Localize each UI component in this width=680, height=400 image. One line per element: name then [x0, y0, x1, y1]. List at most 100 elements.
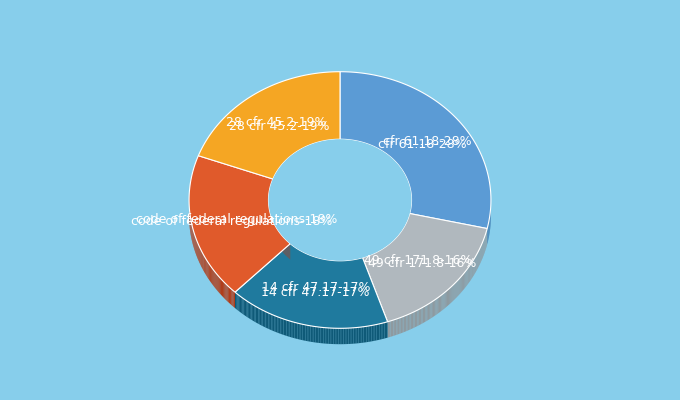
PathPatch shape [291, 322, 293, 338]
PathPatch shape [411, 313, 412, 329]
PathPatch shape [416, 310, 418, 327]
PathPatch shape [204, 256, 205, 273]
PathPatch shape [474, 258, 475, 276]
PathPatch shape [246, 300, 248, 317]
PathPatch shape [339, 261, 340, 277]
PathPatch shape [261, 310, 262, 326]
PathPatch shape [322, 327, 324, 344]
PathPatch shape [269, 313, 270, 330]
PathPatch shape [267, 312, 269, 329]
PathPatch shape [389, 321, 390, 337]
PathPatch shape [429, 303, 430, 320]
PathPatch shape [335, 261, 336, 276]
PathPatch shape [325, 260, 326, 276]
PathPatch shape [324, 259, 325, 275]
PathPatch shape [371, 325, 373, 341]
PathPatch shape [243, 299, 245, 316]
PathPatch shape [203, 255, 204, 272]
PathPatch shape [254, 306, 256, 322]
PathPatch shape [327, 260, 328, 276]
PathPatch shape [459, 278, 460, 294]
PathPatch shape [212, 268, 213, 285]
PathPatch shape [365, 326, 367, 342]
PathPatch shape [370, 326, 371, 342]
PathPatch shape [462, 274, 463, 291]
PathPatch shape [309, 326, 311, 342]
PathPatch shape [423, 307, 424, 323]
PathPatch shape [277, 317, 279, 333]
Text: 14 cfr 47.17-17%: 14 cfr 47.17-17% [262, 281, 371, 294]
Text: cfr 61.18-28%: cfr 61.18-28% [378, 138, 467, 150]
PathPatch shape [346, 260, 347, 276]
Text: 49 cfr 171.8-16%: 49 cfr 171.8-16% [364, 254, 473, 267]
PathPatch shape [392, 320, 394, 336]
PathPatch shape [321, 258, 322, 274]
PathPatch shape [293, 322, 294, 338]
PathPatch shape [456, 281, 458, 298]
PathPatch shape [403, 316, 405, 332]
PathPatch shape [214, 270, 215, 288]
PathPatch shape [350, 328, 352, 344]
PathPatch shape [206, 259, 207, 276]
PathPatch shape [359, 258, 360, 274]
PathPatch shape [253, 305, 254, 322]
PathPatch shape [375, 324, 377, 341]
PathPatch shape [352, 260, 353, 276]
PathPatch shape [394, 320, 395, 336]
PathPatch shape [379, 324, 381, 340]
PathPatch shape [447, 290, 448, 306]
PathPatch shape [205, 257, 206, 274]
PathPatch shape [304, 324, 305, 341]
Text: code of federal regulations-18%: code of federal regulations-18% [136, 214, 338, 226]
PathPatch shape [440, 295, 441, 312]
PathPatch shape [363, 326, 365, 343]
PathPatch shape [257, 307, 258, 324]
PathPatch shape [349, 328, 350, 344]
PathPatch shape [381, 323, 383, 339]
PathPatch shape [312, 326, 313, 342]
PathPatch shape [284, 319, 285, 335]
PathPatch shape [301, 324, 303, 340]
PathPatch shape [339, 328, 340, 344]
PathPatch shape [334, 260, 335, 276]
Text: code of federal regulations-18%: code of federal regulations-18% [131, 214, 333, 228]
PathPatch shape [350, 260, 351, 276]
PathPatch shape [412, 312, 413, 329]
PathPatch shape [241, 297, 242, 314]
PathPatch shape [288, 320, 290, 337]
PathPatch shape [219, 276, 220, 294]
PathPatch shape [208, 263, 209, 280]
PathPatch shape [446, 290, 447, 308]
PathPatch shape [369, 326, 370, 342]
PathPatch shape [234, 291, 235, 308]
PathPatch shape [311, 256, 313, 272]
PathPatch shape [395, 319, 396, 335]
PathPatch shape [449, 288, 450, 304]
PathPatch shape [330, 260, 331, 276]
PathPatch shape [466, 269, 467, 286]
PathPatch shape [319, 327, 320, 343]
PathPatch shape [298, 323, 299, 340]
PathPatch shape [425, 305, 426, 322]
PathPatch shape [308, 254, 309, 271]
PathPatch shape [366, 256, 367, 272]
PathPatch shape [306, 254, 307, 270]
PathPatch shape [318, 258, 319, 274]
PathPatch shape [420, 308, 422, 325]
PathPatch shape [413, 312, 415, 328]
PathPatch shape [469, 266, 470, 282]
PathPatch shape [461, 276, 462, 292]
PathPatch shape [354, 328, 355, 344]
PathPatch shape [398, 318, 399, 334]
PathPatch shape [388, 321, 389, 338]
PathPatch shape [418, 310, 419, 326]
PathPatch shape [450, 287, 452, 304]
PathPatch shape [317, 327, 319, 343]
PathPatch shape [228, 286, 229, 303]
PathPatch shape [320, 258, 321, 274]
PathPatch shape [294, 322, 296, 339]
PathPatch shape [264, 311, 265, 328]
PathPatch shape [347, 260, 348, 276]
Text: 49 cfr 171.8-16%: 49 cfr 171.8-16% [368, 257, 477, 270]
PathPatch shape [439, 296, 440, 313]
